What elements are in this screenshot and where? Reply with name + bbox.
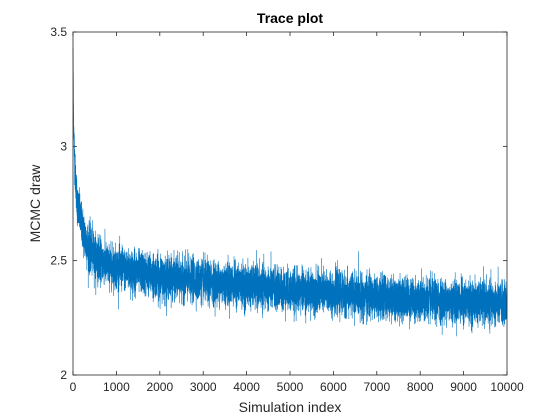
- series-layer: [72, 48, 508, 337]
- y-axis-label: MCMC draw: [27, 164, 43, 243]
- y-tick-label: 2.5: [50, 254, 67, 268]
- plot-area: [73, 32, 507, 375]
- x-tick-label: 2000: [146, 380, 173, 394]
- x-tick-label: 1000: [103, 380, 130, 394]
- x-tick-label: 7000: [363, 380, 390, 394]
- x-tick-label: 9000: [450, 380, 477, 394]
- y-tick-label: 2: [60, 368, 67, 382]
- x-tick-label: 8000: [407, 380, 434, 394]
- x-tick-label: 5000: [277, 380, 304, 394]
- y-tick-label: 3: [60, 139, 67, 153]
- x-tick-label: 0: [70, 380, 77, 394]
- x-tick-label: 4000: [233, 380, 260, 394]
- x-axis-label: Simulation index: [239, 399, 342, 415]
- x-tick-label: 3000: [190, 380, 217, 394]
- x-tick-label: 10000: [490, 380, 524, 394]
- y-tick-label: 3.5: [50, 25, 67, 39]
- x-tick-label: 6000: [320, 380, 347, 394]
- axes-layer: 0 1000 2000 3000 4000 5000 6000 7000 8000 9000 100…: [50, 25, 524, 394]
- chart-title: Trace plot: [257, 10, 323, 26]
- series-line: [72, 48, 508, 337]
